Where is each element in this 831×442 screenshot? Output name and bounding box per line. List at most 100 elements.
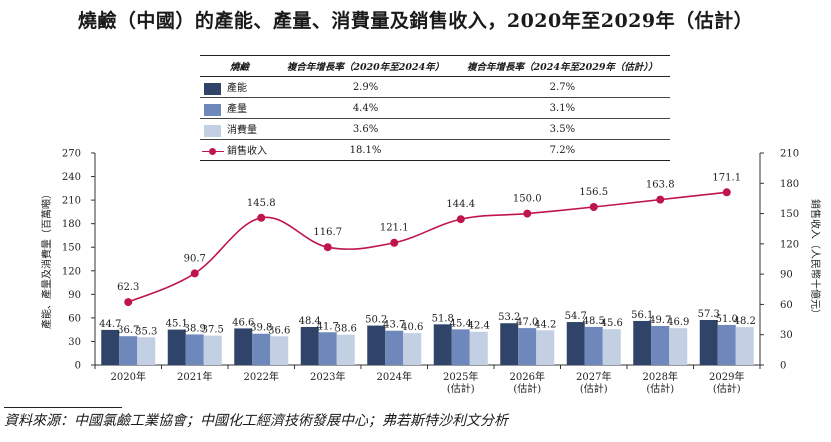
legend-name-cell: 產能 [200, 76, 277, 98]
revenue-value-label: 156.5 [579, 187, 608, 198]
bar-產量 [518, 328, 537, 365]
legend-name-cell: 消費量 [200, 118, 277, 140]
revenue-point [722, 188, 731, 197]
bar-消費量 [469, 331, 488, 365]
y-tick-label-right: 30 [780, 330, 793, 341]
bar-value-label: 45.1 [166, 319, 188, 330]
bar-產能 [101, 329, 120, 365]
legend-label: 銷售收入 [227, 146, 267, 158]
bar-產量 [185, 334, 204, 365]
legend-row-consumption: 消費量 3.6% 3.5% [200, 118, 670, 140]
bar-產量 [651, 325, 670, 365]
consumption-swatch [204, 124, 221, 137]
bar-消費量 [735, 327, 754, 365]
revenue-value-label: 171.1 [712, 172, 741, 183]
legend-header-item: 燒鹼 [200, 55, 277, 77]
legend-name-cell: 產量 [200, 97, 277, 119]
bar-value-label: 48.2 [734, 316, 756, 327]
bar-value-label: 39.8 [250, 323, 272, 334]
bar-value-label: 54.7 [565, 311, 587, 322]
x-tick-label: 2021年 [177, 370, 212, 383]
revenue-point [323, 243, 332, 252]
x-tick-label: 2020年 [111, 370, 146, 383]
revenue-line [127, 191, 727, 303]
revenue-point [257, 213, 266, 222]
bar-value-label: 51.0 [716, 314, 738, 325]
bar-產量 [385, 330, 404, 365]
bar-產量 [717, 324, 736, 365]
y-tick-label-right: 120 [780, 239, 799, 250]
revenue-value-label: 150.0 [513, 194, 542, 205]
legend-label: 產能 [227, 83, 247, 95]
bar-消費量 [602, 329, 621, 365]
x-tick-label: 2024年 [377, 370, 412, 383]
y-tick-label-left: 90 [68, 290, 81, 301]
bar-value-label: 48.4 [299, 316, 321, 327]
bar-value-label: 44.2 [534, 319, 556, 330]
bar-產能 [500, 323, 519, 365]
bar-產量 [451, 329, 470, 365]
bar-產量 [119, 336, 138, 365]
bar-產量 [252, 333, 271, 365]
x-tick-label: 2026年 [510, 370, 545, 383]
chart-title: 燒鹼（中國）的產能、產量、消費量及銷售收入，2020年至2029年（估計） [77, 10, 754, 32]
legend-header-row: 燒鹼 複合年增長率（2020年至2024年） 複合年增長率（2024年至2029… [200, 55, 670, 77]
bar-value-label: 38.6 [335, 324, 357, 335]
x-tick-label: 2023年 [310, 370, 345, 383]
y-tick-label-left: 120 [62, 266, 81, 277]
legend-label: 消費量 [227, 125, 257, 137]
bar-value-label: 45.4 [450, 318, 472, 329]
bar-消費量 [336, 334, 355, 365]
bar-value-label: 51.8 [432, 313, 454, 324]
bar-產能 [367, 325, 386, 365]
y-tick-label-left: 210 [62, 196, 81, 207]
bar-value-label: 38.9 [184, 323, 206, 334]
bar-value-label: 40.6 [401, 322, 423, 333]
revenue-point [390, 238, 399, 247]
y-tick-label-right: 150 [780, 209, 799, 220]
output-swatch [204, 103, 221, 116]
revenue-value-label: 116.7 [313, 227, 342, 238]
bar-value-label: 47.0 [516, 317, 538, 328]
source-note: 資料來源：中國氯鹼工業協會；中國化工經濟技術發展中心；弗若斯特沙利文分析 [4, 413, 508, 429]
bar-value-label: 44.7 [99, 319, 121, 330]
revenue-point [589, 203, 598, 212]
y-tick-label-left: 60 [68, 313, 81, 324]
bar-消費量 [270, 336, 289, 365]
bar-value-label: 41.7 [317, 321, 339, 332]
legend-cagr2: 3.1% [454, 97, 670, 119]
bar-value-label: 56.1 [631, 310, 653, 321]
x-tick-label: 2022年 [244, 370, 279, 383]
revenue-value-label: 145.8 [247, 198, 276, 209]
revenue-point [456, 215, 465, 224]
bar-產能 [300, 326, 319, 365]
legend-cagr1: 4.4% [276, 97, 455, 119]
y-axis-title-left: 產能、產量及消費量（百萬噸） [40, 189, 53, 329]
bar-value-label: 49.7 [649, 315, 671, 326]
bar-value-label: 45.6 [601, 318, 623, 329]
revenue-point [656, 195, 665, 204]
x-tick-label: (估計) [580, 382, 608, 395]
bar-產能 [433, 324, 452, 365]
revenue-value-label: 121.1 [380, 223, 409, 234]
bar-value-label: 42.4 [468, 321, 490, 332]
legend-row-output: 產量 4.4% 3.1% [200, 97, 670, 119]
y-axis-title-right: 銷售收入（人民幣十億元） [809, 199, 822, 319]
legend-header-cagr-2020-2024: 複合年增長率（2020年至2024年） [276, 55, 455, 77]
revenue-line-swatch [202, 146, 224, 158]
bar-value-label: 43.7 [383, 320, 405, 331]
y-tick-label-right: 0 [780, 361, 786, 372]
y-tick-label-right: 60 [780, 300, 793, 311]
bar-產能 [633, 320, 652, 365]
y-tick-label-left: 30 [68, 337, 81, 348]
x-tick-label: (估計) [713, 382, 741, 395]
x-tick-label: (估計) [513, 382, 541, 395]
bar-產能 [566, 322, 585, 365]
x-tick-label: 2025年 [443, 370, 478, 383]
bar-value-label: 50.2 [365, 315, 387, 326]
y-tick-label-left: 180 [62, 219, 81, 230]
revenue-point [523, 209, 532, 218]
legend-cagr1: 3.6% [276, 118, 455, 140]
revenue-point [124, 298, 133, 307]
bar-value-label: 48.5 [583, 316, 605, 327]
